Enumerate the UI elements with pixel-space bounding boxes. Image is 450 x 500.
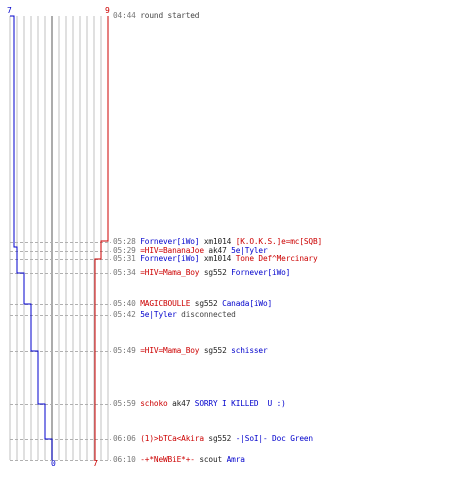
event-time: 04:44 <box>113 11 141 20</box>
red-top-score: 9 <box>105 6 110 15</box>
kill-log-entry: 05:34 =HIV=Mama_Boy sg552 Fornever[iWo] <box>113 268 290 278</box>
weapon-name: sg552 <box>203 434 236 443</box>
kill-log-entry: 05:42 5e|Tyler disconnected <box>113 310 236 320</box>
event-time: 06:10 <box>113 455 141 464</box>
weapon-name: ak47 <box>203 246 232 255</box>
event-time: 06:06 <box>113 434 141 443</box>
event-guide-lines <box>10 242 111 461</box>
weapon-name: ak47 <box>167 399 195 408</box>
kill-log-entry: 06:06 (1)>bTCa<Akira sg552 -|SoI|- Doc G… <box>113 434 313 444</box>
player-grid <box>9 16 109 460</box>
player-name-blue: schisser <box>231 346 268 355</box>
event-text: round started <box>140 11 200 20</box>
player-name-blue: Canada[iWo] <box>222 299 273 308</box>
player-name-red: =HIV=BananaJoe <box>140 246 204 255</box>
event-time: 05:42 <box>113 310 141 319</box>
player-name-blue: 5e|Tyler <box>140 310 177 319</box>
event-time: 05:49 <box>113 346 141 355</box>
kill-log-entry: 06:10 -+*NeWBiE*+- scout Amra <box>113 455 245 465</box>
player-name-blue: Fornever[iWo] <box>231 268 291 277</box>
red-team-alive-line <box>94 16 109 460</box>
weapon-name: scout <box>194 455 227 464</box>
player-name-blue: -|SoI|- Doc Green <box>235 434 313 443</box>
kill-log-entry: 05:49 =HIV=Mama_Boy sg552 schisser <box>113 346 268 356</box>
weapon-name: sg552 <box>199 346 232 355</box>
kill-log-entry: 05:59 schoko ak47 SORRY I KILLED U :) <box>113 399 286 409</box>
weapon-name: xm1014 <box>199 237 236 246</box>
weapon-name: xm1014 <box>199 254 236 263</box>
player-name-red: [K.O.K.S.]e=mc[SQB] <box>235 237 323 246</box>
player-name-red: Tone Def^Mercinary <box>235 254 318 263</box>
player-name-red: MAGICBOULLE <box>140 299 191 308</box>
event-time: 05:29 <box>113 246 141 255</box>
blue-team-alive-line <box>10 15 53 460</box>
event-time: 05:40 <box>113 299 141 308</box>
blue-bottom-score: 0 <box>51 459 56 468</box>
red-bottom-score: 7 <box>93 459 98 468</box>
event-time: 05:31 <box>113 254 141 263</box>
event-time: 05:34 <box>113 268 141 277</box>
player-name-red: =HIV=Mama_Boy <box>140 268 200 277</box>
blue-top-score: 7 <box>7 6 12 15</box>
weapon-name: sg552 <box>190 299 223 308</box>
round-start-entry: 04:44 round started <box>113 11 199 21</box>
event-time: 05:59 <box>113 399 141 408</box>
player-name-blue: 5e|Tyler <box>231 246 268 255</box>
kill-log-entry: 05:29 =HIV=BananaJoe ak47 5e|Tyler <box>113 246 268 256</box>
kill-log-entry: 05:28 Fornever[iWo] xm1014 [K.O.K.S.]e=m… <box>113 237 322 247</box>
player-name-blue: Fornever[iWo] <box>140 237 200 246</box>
player-name-red: schoko <box>140 399 168 408</box>
player-name-blue: SORRY I KILLED U :) <box>194 399 286 408</box>
player-name-red: (1)>bTCa<Akira <box>140 434 204 443</box>
event-text: disconnected <box>176 310 236 319</box>
event-time: 05:28 <box>113 237 141 246</box>
player-name-blue: Amra <box>226 455 245 464</box>
player-name-red: =HIV=Mama_Boy <box>140 346 200 355</box>
player-name-red: -+*NeWBiE*+- <box>140 455 195 464</box>
kill-log-entry: 05:40 MAGICBOULLE sg552 Canada[iWo] <box>113 299 272 309</box>
kill-log-entry: 05:31 Fornever[iWo] xm1014 Tone Def^Merc… <box>113 254 318 264</box>
weapon-name: sg552 <box>199 268 232 277</box>
player-name-blue: Fornever[iWo] <box>140 254 200 263</box>
